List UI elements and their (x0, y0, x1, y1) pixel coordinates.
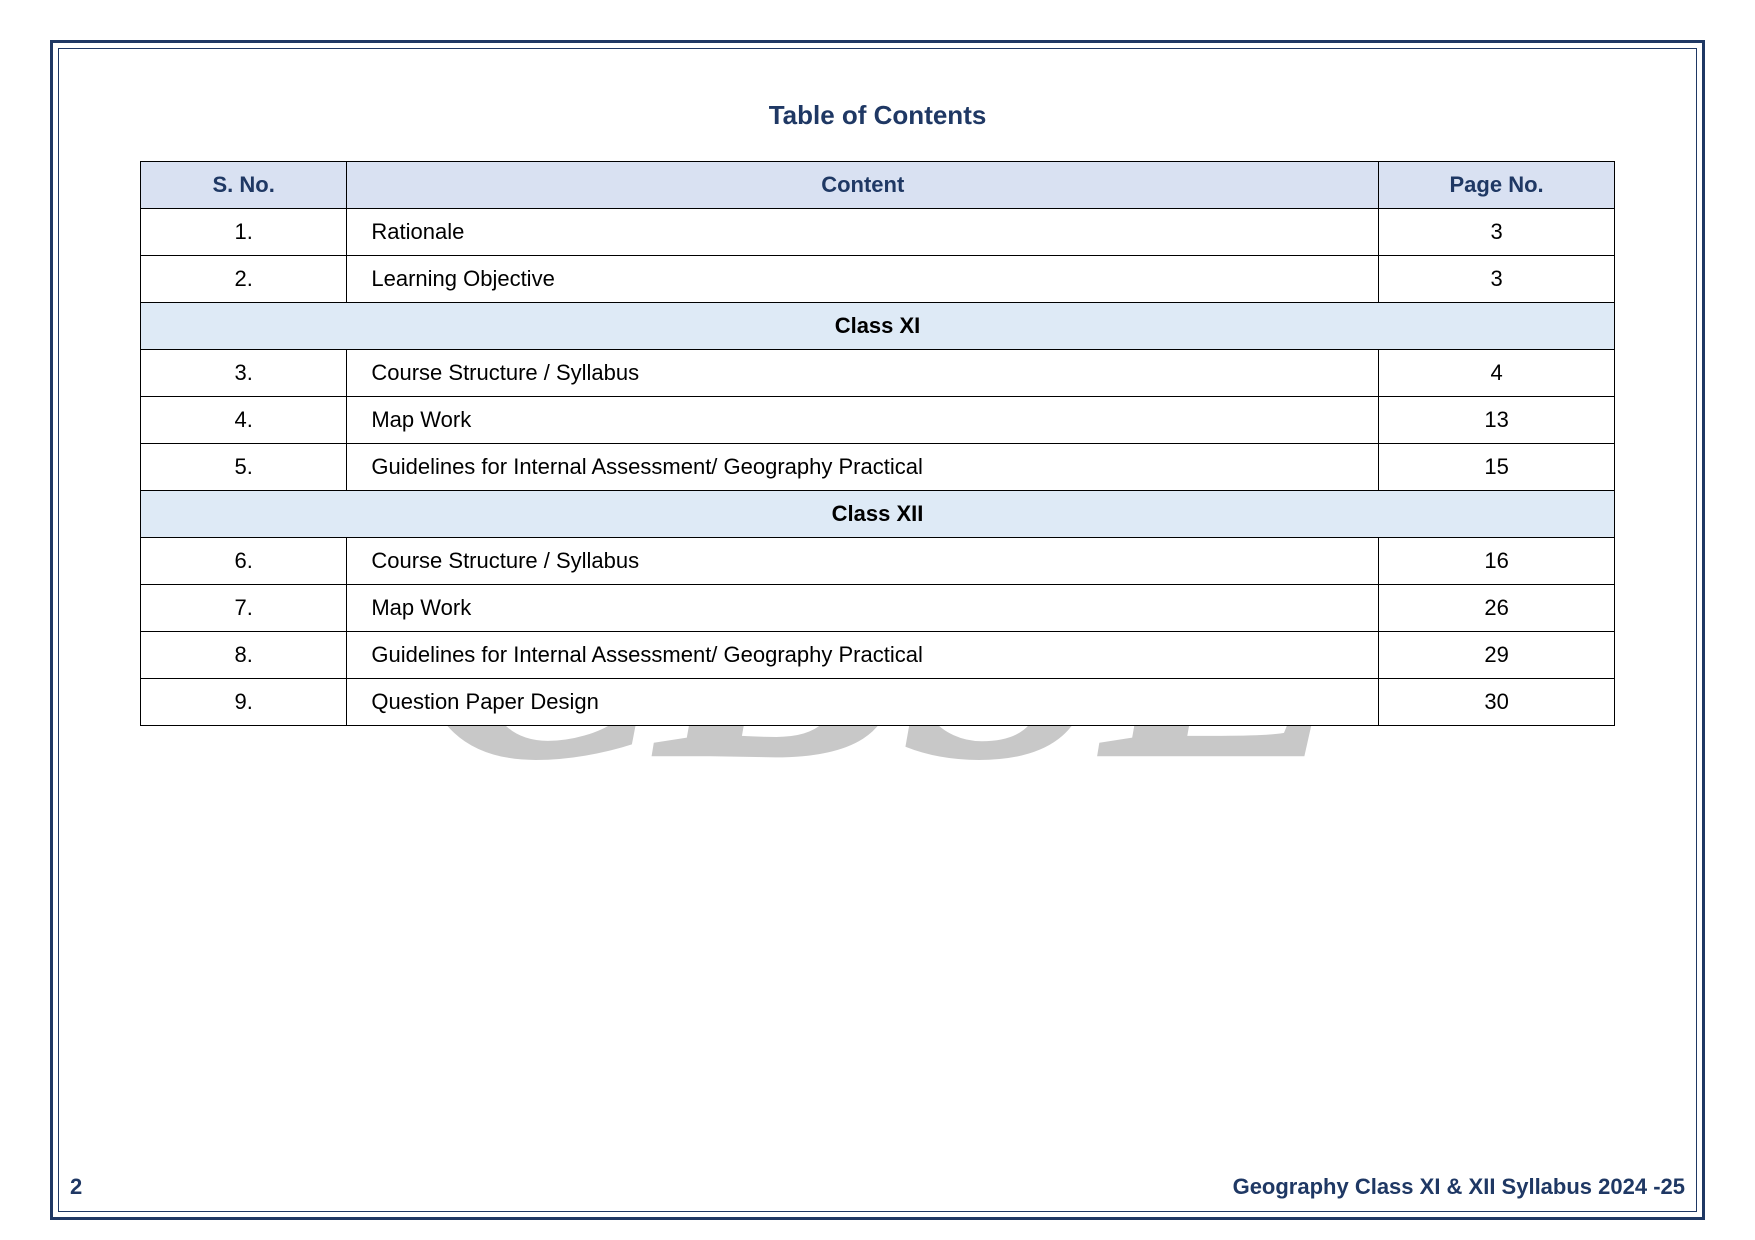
cell-page: 4 (1379, 350, 1615, 397)
cell-content: Course Structure / Syllabus (347, 350, 1379, 397)
cell-page: 15 (1379, 444, 1615, 491)
cell-sno: 5. (141, 444, 347, 491)
cell-content: Map Work (347, 397, 1379, 444)
section-row: Class XI (141, 303, 1615, 350)
table-row: 5.Guidelines for Internal Assessment/ Ge… (141, 444, 1615, 491)
page-title: Table of Contents (140, 100, 1615, 131)
cell-page: 26 (1379, 585, 1615, 632)
cell-page: 13 (1379, 397, 1615, 444)
footer: 2 Geography Class XI & XII Syllabus 2024… (70, 1174, 1685, 1200)
cell-content: Question Paper Design (347, 679, 1379, 726)
col-header-content: Content (347, 162, 1379, 209)
cell-content: Map Work (347, 585, 1379, 632)
page: CBSE Table of Contents S. No. Content Pa… (0, 0, 1755, 1240)
table-row: 6.Course Structure / Syllabus16 (141, 538, 1615, 585)
cell-sno: 2. (141, 256, 347, 303)
table-header-row: S. No. Content Page No. (141, 162, 1615, 209)
cell-content: Course Structure / Syllabus (347, 538, 1379, 585)
cell-content: Guidelines for Internal Assessment/ Geog… (347, 632, 1379, 679)
footer-page-number: 2 (70, 1174, 82, 1200)
cell-sno: 9. (141, 679, 347, 726)
cell-page: 29 (1379, 632, 1615, 679)
cell-page: 16 (1379, 538, 1615, 585)
cell-sno: 1. (141, 209, 347, 256)
cell-page: 3 (1379, 256, 1615, 303)
table-row: 1.Rationale3 (141, 209, 1615, 256)
section-label: Class XI (141, 303, 1615, 350)
table-row: 9.Question Paper Design30 (141, 679, 1615, 726)
toc-table: S. No. Content Page No. 1.Rationale32.Le… (140, 161, 1615, 726)
cell-content: Rationale (347, 209, 1379, 256)
cell-page: 30 (1379, 679, 1615, 726)
content-area: Table of Contents S. No. Content Page No… (50, 40, 1705, 726)
cell-sno: 8. (141, 632, 347, 679)
cell-sno: 3. (141, 350, 347, 397)
footer-doc-title: Geography Class XI & XII Syllabus 2024 -… (1233, 1174, 1685, 1200)
table-row: 8.Guidelines for Internal Assessment/ Ge… (141, 632, 1615, 679)
col-header-sno: S. No. (141, 162, 347, 209)
toc-body: 1.Rationale32.Learning Objective3Class X… (141, 209, 1615, 726)
cell-sno: 4. (141, 397, 347, 444)
cell-sno: 7. (141, 585, 347, 632)
cell-content: Guidelines for Internal Assessment/ Geog… (347, 444, 1379, 491)
section-label: Class XII (141, 491, 1615, 538)
col-header-page: Page No. (1379, 162, 1615, 209)
table-row: 4.Map Work13 (141, 397, 1615, 444)
cell-page: 3 (1379, 209, 1615, 256)
table-row: 3.Course Structure / Syllabus4 (141, 350, 1615, 397)
cell-content: Learning Objective (347, 256, 1379, 303)
table-row: 7.Map Work26 (141, 585, 1615, 632)
cell-sno: 6. (141, 538, 347, 585)
section-row: Class XII (141, 491, 1615, 538)
table-row: 2.Learning Objective3 (141, 256, 1615, 303)
